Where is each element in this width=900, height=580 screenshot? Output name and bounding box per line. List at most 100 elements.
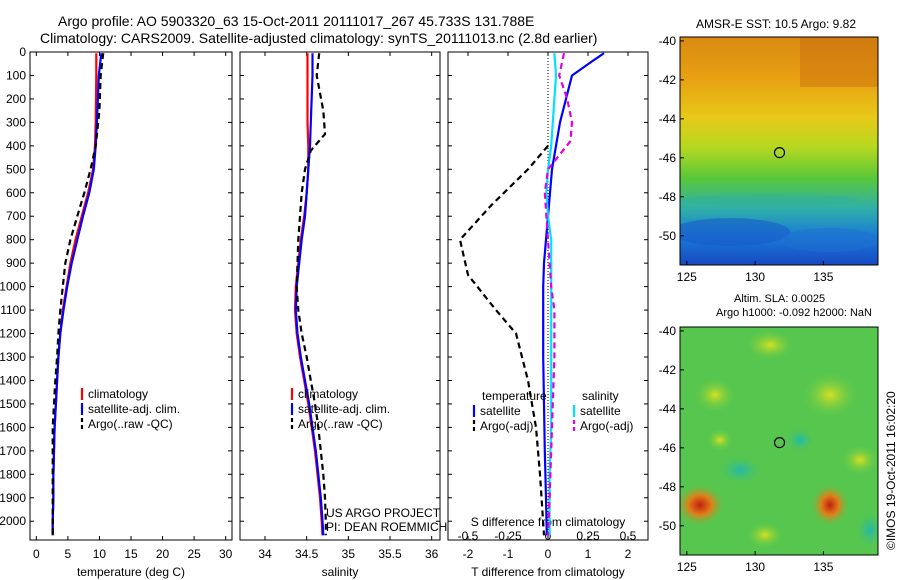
y-tick-label: 700 (6, 209, 26, 223)
temperature-profile-panel: 0100200300400500600700800900100011001200… (0, 45, 233, 579)
y-tick-label: 1900 (0, 491, 26, 505)
x-axis-label: salinity (322, 565, 359, 579)
x-tick-label: 5 (65, 547, 72, 561)
x-tick-label: 34.5 (295, 547, 319, 561)
y-tick-label: 500 (6, 162, 26, 176)
y-tick-label: 1700 (0, 444, 26, 458)
map-x-tick-label: 130 (745, 560, 765, 574)
series-line (295, 53, 327, 536)
x-axis-label: temperature (deg C) (77, 565, 185, 579)
series-line (543, 52, 574, 536)
map-y-tick-label: -44 (659, 402, 677, 416)
y-tick-label: 900 (6, 256, 26, 270)
y-tick-label: 200 (6, 92, 26, 106)
map-y-tick-label: -46 (659, 151, 677, 165)
map-y-tick-label: -48 (659, 190, 677, 204)
legend-label: climatology (298, 387, 358, 401)
difference-profile-panel: -2 -1 0 1 2T difference from climatology -0.5… (447, 51, 649, 579)
series-line (294, 53, 325, 536)
map-x-tick-label: 135 (813, 270, 833, 284)
x-top-tick-label: -0.5 (458, 529, 479, 543)
sla-map-panel: 125 130 135 -40 -42 -44 -46 -48 -50 (659, 324, 879, 574)
y-tick-label: 1300 (0, 350, 26, 364)
y-tick-label: 600 (6, 186, 26, 200)
y-tick-label: 1600 (0, 420, 26, 434)
x-tick-label: 1 (585, 547, 592, 561)
x-tick-label: 36 (425, 547, 439, 561)
legend-label: Argo(..raw -QC) (298, 417, 383, 431)
x-axis-label: T difference from climatology (471, 565, 625, 579)
legend-group-title: salinity (582, 389, 619, 403)
map-x-tick-label: 125 (677, 270, 697, 284)
sst-argo-marker (773, 147, 786, 159)
salinity-profile-panel: 34 34.5 35 35.5 36 salinity climatologysatelli… (239, 51, 441, 579)
map-y-tick-label: -40 (659, 324, 677, 338)
x-tick-label: 34 (258, 547, 272, 561)
y-tick-label: 1800 (0, 467, 26, 481)
figure-title-line2: Climatology: CARS2009. Satellite-adjuste… (40, 30, 598, 46)
legend-label: climatology (88, 387, 148, 401)
x-tick-label: 0 (33, 547, 40, 561)
sla-argo-marker (773, 437, 786, 449)
y-tick-label: 1500 (0, 397, 26, 411)
x-tick-label: 30 (219, 547, 233, 561)
plot-frame (239, 51, 441, 541)
imos-timestamp: ©IMOS 19-Oct-2011 16:02:20 (884, 391, 898, 550)
series-line (458, 145, 549, 536)
map-x-tick-label: 125 (677, 560, 697, 574)
sst-map-panel: 125 130 135 -40 -42 -44 -46 -48 -50 (659, 34, 879, 284)
y-tick-label: 1400 (0, 373, 26, 387)
y-tick-label: 400 (6, 139, 26, 153)
legend-label: satellite (480, 404, 521, 418)
x-tick-label: -1 (503, 547, 514, 561)
x-tick-label: -2 (463, 547, 474, 561)
y-tick-label: 1200 (0, 327, 26, 341)
map-y-tick-label: -42 (659, 363, 677, 377)
legend-group-title: temperature (482, 389, 547, 403)
legend-label: Argo(-adj) (480, 419, 533, 433)
map-y-tick-label: -44 (659, 112, 677, 126)
sla-map-title: Altim. SLA: 0.0025 (734, 293, 825, 305)
map-y-tick-label: -46 (659, 441, 677, 455)
x-tick-label: 15 (124, 547, 138, 561)
x-top-tick-label: 0.5 (620, 529, 637, 543)
x-tick-label: 10 (93, 547, 107, 561)
map-y-tick-label: -40 (659, 34, 677, 48)
figure-title-line1: Argo profile: AO 5903320_63 15-Oct-2011 … (58, 13, 535, 29)
x-top-tick-label: 0.25 (576, 529, 600, 543)
y-tick-label: 1100 (0, 303, 26, 317)
y-tick-label: 800 (6, 233, 26, 247)
legend-label: satellite-adj. clim. (298, 402, 390, 416)
legend-label: Argo(..raw -QC) (88, 417, 173, 431)
x-tick-label: 20 (156, 547, 170, 561)
sla-map-subtitle: Argo h1000: -0.092 h2000: NaN (716, 307, 872, 319)
y-tick-label: 1000 (0, 280, 26, 294)
map-y-tick-label: -42 (659, 73, 677, 87)
x-tick-label: 35 (342, 547, 356, 561)
x-tick-label: 2 (625, 547, 632, 561)
map-x-tick-label: 130 (745, 270, 765, 284)
x-top-tick-label: -0.25 (494, 529, 522, 543)
legend-label: satellite-adj. clim. (88, 402, 180, 416)
project-credit-line2: PI: DEAN ROEMMICH (326, 520, 447, 534)
map-y-tick-label: -50 (659, 229, 677, 243)
plot-frame (29, 51, 233, 541)
map-y-tick-label: -48 (659, 480, 677, 494)
x-tick-label: 35.5 (378, 547, 402, 561)
y-tick-label: 100 (6, 68, 26, 82)
series-line (51, 53, 105, 536)
legend-label: satellite (580, 404, 621, 418)
y-tick-label: 300 (6, 115, 26, 129)
project-credit-line1: US ARGO PROJECT (326, 506, 441, 520)
map-y-tick-label: -50 (659, 519, 677, 533)
sst-map-title: AMSR-E SST: 10.5 Argo: 9.82 (696, 17, 856, 31)
x-tick-label: 0 (545, 547, 552, 561)
y-tick-label: 0 (19, 45, 26, 59)
y-tick-label: 2000 (0, 514, 26, 528)
series-line (545, 53, 558, 536)
x-top-axis-label: S difference from climatology (471, 515, 626, 529)
legend-label: Argo(-adj) (580, 419, 633, 433)
map-x-tick-label: 135 (813, 560, 833, 574)
x-tick-label: 25 (187, 547, 201, 561)
